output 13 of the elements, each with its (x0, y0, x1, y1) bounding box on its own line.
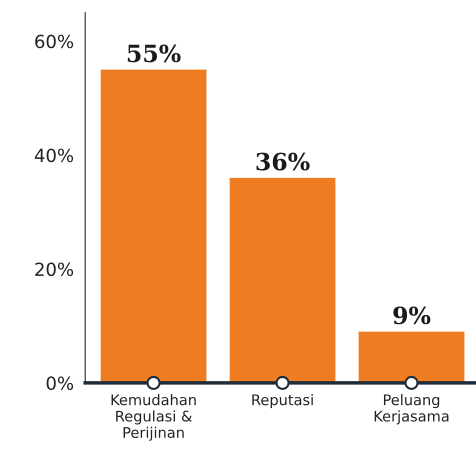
data-label: 55% (128, 44, 181, 62)
y-tick-label: 20% (35, 262, 74, 276)
y-tick-label: 0% (46, 376, 74, 390)
x-tick-label: Kemudahan Regulasi & Perijinan (112, 394, 196, 441)
bar (358, 332, 464, 383)
bar (100, 70, 206, 383)
y-tick-label: 60% (35, 34, 74, 48)
x-tick-label: Peluang Kerjasama (374, 394, 448, 424)
y-tick-label: 40% (34, 148, 74, 162)
data-label: 9% (393, 306, 430, 324)
bar (230, 178, 336, 383)
data-label: 36% (256, 152, 310, 171)
x-tick-label: Reputasi (252, 394, 313, 408)
